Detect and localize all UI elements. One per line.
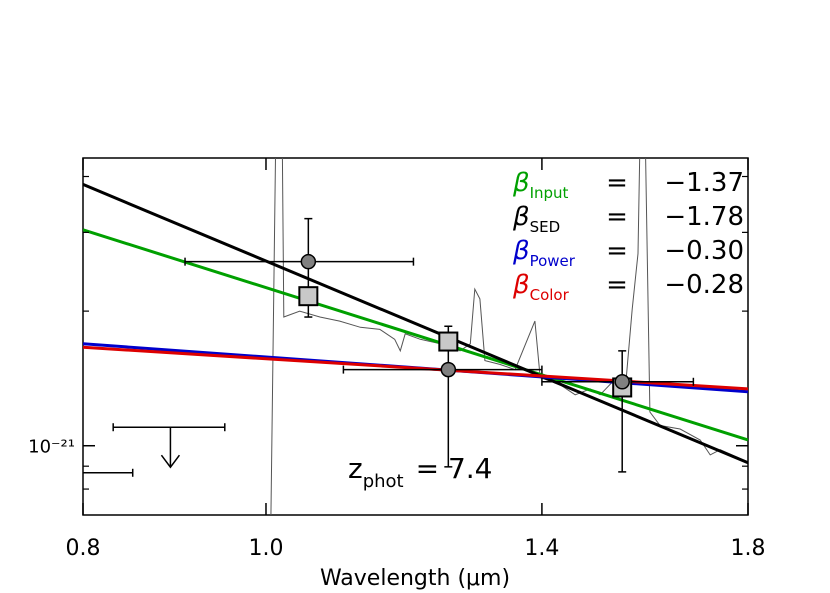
legend-name: SED [530,218,561,236]
legend-symbol: β [512,236,530,266]
legend-equals: = [606,168,628,198]
legend-symbol: β [512,168,530,198]
legend-symbol: β [512,270,530,300]
legend-equals: = [606,236,628,266]
fit-line [83,345,748,391]
plot-frame [82,157,749,516]
fit-line [83,183,748,465]
fit-line [83,228,748,442]
legend-value: −0.30 [664,236,744,266]
legend-value: −1.37 [664,168,744,198]
legend-name: Power [530,252,576,270]
legend-label: βPower [512,236,576,270]
annotation-sub: phot [363,471,404,492]
circle-point [614,374,630,390]
x-tick-label: 1.0 [248,536,283,561]
spectrum [270,158,748,515]
upper-limit-arrow [160,427,181,469]
plot-area [83,158,748,515]
annotation-symbol: z [348,452,363,485]
square-point [298,286,319,307]
square-point [438,331,459,352]
y-tick-label: 10⁻²¹ [28,437,75,458]
x-axis-label: Wavelength (μm) [320,566,510,591]
annotation: zphot = 7.4 [348,452,493,492]
legend-value: −1.78 [664,202,744,232]
legend-value: −0.28 [664,270,744,300]
legend-name: Color [530,286,570,304]
legend-equals: = [606,270,628,300]
legend-equals: = [606,202,628,232]
legend-label: βSED [512,202,560,236]
legend-name: Input [530,184,569,202]
circle-point [300,253,317,270]
annotation-text: = 7.4 [416,452,493,485]
legend-label: βColor [512,270,570,304]
x-tick-label: 0.8 [66,536,101,561]
legend-symbol: β [512,202,530,232]
legend-label: βInput [512,168,569,202]
x-tick-label: 1.8 [731,536,766,561]
circle-point [440,361,457,378]
x-tick-label: 1.4 [524,536,559,561]
